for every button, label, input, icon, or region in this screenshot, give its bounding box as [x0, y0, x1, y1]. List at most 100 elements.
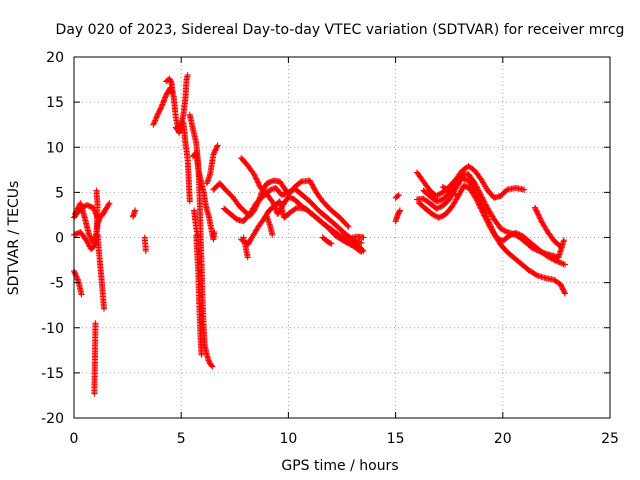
- data-point: [455, 192, 462, 199]
- y-tick-label: -20: [41, 411, 64, 427]
- data-point: [184, 72, 191, 79]
- data-point: [252, 174, 259, 180]
- data-point: [476, 202, 483, 209]
- data-point: [74, 275, 81, 281]
- data-point: [556, 259, 563, 266]
- data-point: [209, 363, 216, 370]
- data-point: [475, 187, 482, 194]
- data-point: [446, 187, 453, 194]
- data-point: [556, 242, 563, 249]
- data-point: [481, 198, 488, 205]
- data-point: [155, 109, 162, 116]
- data-point: [562, 290, 568, 297]
- data-point: [162, 94, 169, 101]
- data-point: [213, 145, 220, 151]
- x-tick-label: 15: [387, 431, 405, 447]
- data-point: [451, 190, 458, 197]
- data-point: [71, 269, 78, 276]
- data-point: [155, 110, 162, 117]
- y-tick-label: 10: [46, 140, 64, 156]
- data-point: [150, 121, 157, 128]
- data-point: [157, 106, 164, 113]
- data-point: [159, 101, 166, 108]
- data-point: [396, 207, 403, 214]
- data-point: [533, 207, 540, 214]
- data-point: [251, 172, 258, 179]
- y-tick-label: -5: [50, 276, 64, 292]
- data-point: [309, 181, 315, 188]
- data-point: [132, 207, 139, 214]
- data-point: [435, 191, 442, 198]
- data-point: [150, 120, 157, 127]
- y-tick-label: 0: [55, 231, 64, 247]
- data-point: [483, 202, 490, 209]
- data-point: [477, 204, 484, 211]
- data-point: [244, 254, 251, 261]
- data-point: [74, 276, 81, 283]
- data-point: [255, 179, 261, 186]
- y-tick-label: -10: [41, 321, 64, 337]
- data-point: [498, 226, 505, 233]
- data-point: [251, 171, 258, 178]
- data-point: [211, 148, 218, 155]
- data-point: [308, 180, 315, 187]
- data-point: [152, 116, 159, 122]
- data-point: [211, 150, 217, 157]
- data-point: [432, 213, 439, 220]
- data-point: [502, 228, 509, 235]
- data-point: [480, 197, 487, 204]
- data-point: [481, 212, 488, 219]
- data-point: [211, 229, 218, 236]
- x-tick-label: 20: [494, 431, 512, 447]
- data-point: [210, 151, 217, 158]
- y-tick-label: 20: [46, 50, 64, 66]
- data-point: [282, 190, 289, 197]
- data-point: [431, 212, 438, 219]
- data-point: [186, 198, 193, 205]
- data-point: [214, 143, 220, 150]
- y-tick-label: -15: [41, 366, 64, 382]
- data-point: [272, 205, 279, 212]
- data-point: [560, 287, 567, 294]
- data-point: [479, 208, 486, 215]
- data-point: [395, 192, 402, 199]
- data-point: [152, 117, 159, 124]
- chart-title: Day 020 of 2023, Sidereal Day-to-day VTE…: [56, 22, 625, 38]
- data-point: [559, 285, 566, 292]
- data-point: [269, 198, 276, 205]
- data-point: [358, 248, 365, 255]
- data-point: [345, 223, 352, 230]
- data-point: [484, 219, 491, 226]
- data-point: [557, 259, 564, 266]
- data-point: [161, 97, 167, 104]
- data-point: [560, 286, 567, 293]
- data-point: [476, 188, 483, 195]
- data-point: [360, 234, 367, 241]
- data-point: [483, 216, 490, 223]
- data-point: [254, 178, 261, 185]
- data-point: [514, 233, 521, 240]
- x-tick-label: 5: [177, 431, 186, 447]
- data-point: [286, 194, 293, 201]
- data-point: [309, 182, 316, 189]
- data-point: [154, 113, 160, 120]
- data-point: [253, 176, 260, 183]
- data-point: [558, 282, 565, 289]
- y-tick-label: 15: [46, 95, 64, 111]
- data-point: [478, 207, 485, 213]
- data-point: [91, 390, 98, 397]
- data-point: [101, 305, 107, 312]
- data-point: [212, 146, 219, 153]
- data-point: [85, 240, 92, 247]
- data-point: [510, 230, 517, 237]
- data-point: [78, 291, 85, 298]
- data-point: [562, 261, 568, 268]
- data-point: [532, 271, 539, 278]
- data-point: [447, 188, 454, 195]
- data-point: [485, 220, 492, 227]
- data-point: [538, 249, 545, 256]
- data-point: [307, 178, 314, 185]
- data-point: [529, 245, 536, 252]
- data-point: [456, 190, 463, 196]
